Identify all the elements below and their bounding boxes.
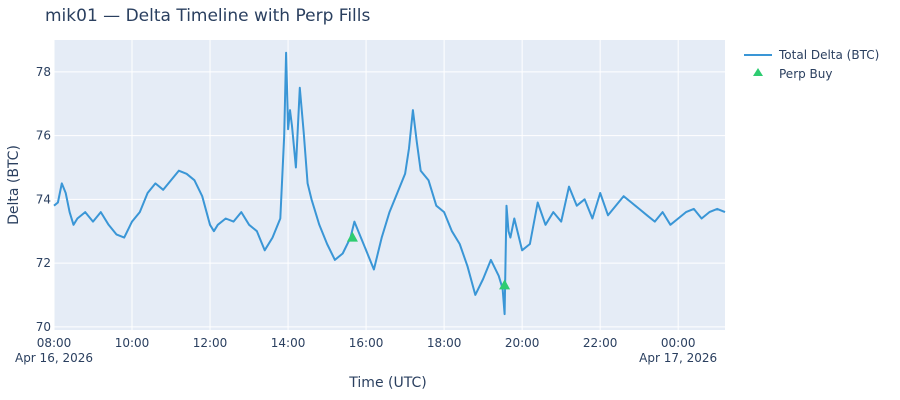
y-tick-label: 70	[36, 320, 51, 334]
legend-perp-buy[interactable]: Perp Buy	[779, 67, 833, 81]
total-delta-series-line	[53, 51, 726, 316]
x-tick-label: 00:00	[661, 336, 696, 350]
gridlines	[53, 40, 725, 330]
x-tick-label: 22:00	[583, 336, 618, 350]
y-tick-label: 74	[36, 192, 51, 206]
x-tick-date-label: Apr 16, 2026	[15, 351, 93, 365]
x-tick-label: 14:00	[271, 336, 306, 350]
chart-title: mik01 — Delta Timeline with Perp Fills	[45, 6, 370, 26]
x-tick-label: 16:00	[349, 336, 384, 350]
y-axis-title: Delta (BTC)	[6, 145, 22, 225]
y-tick-label: 78	[36, 65, 51, 79]
x-tick-date-label: Apr 17, 2026	[639, 351, 717, 365]
y-axis-ticks: 70 72 74 76 78	[36, 65, 51, 334]
perp-buy-marker[interactable]	[499, 279, 511, 290]
x-tick-label: 20:00	[505, 336, 540, 350]
legend-total-delta[interactable]: Total Delta (BTC)	[778, 48, 879, 62]
perp-buy-marker[interactable]	[346, 231, 358, 242]
x-tick-label: 08:00	[37, 336, 72, 350]
legend-triangle-icon	[753, 68, 763, 76]
x-tick-label: 18:00	[427, 336, 462, 350]
legend[interactable]: Total Delta (BTC) Perp Buy	[744, 48, 879, 81]
perp-buy-markers	[346, 231, 511, 290]
y-tick-label: 72	[36, 256, 51, 270]
x-tick-label: 12:00	[193, 336, 228, 350]
x-tick-label: 10:00	[115, 336, 150, 350]
x-axis-title: Time (UTC)	[348, 375, 426, 391]
y-tick-label: 76	[36, 129, 51, 143]
